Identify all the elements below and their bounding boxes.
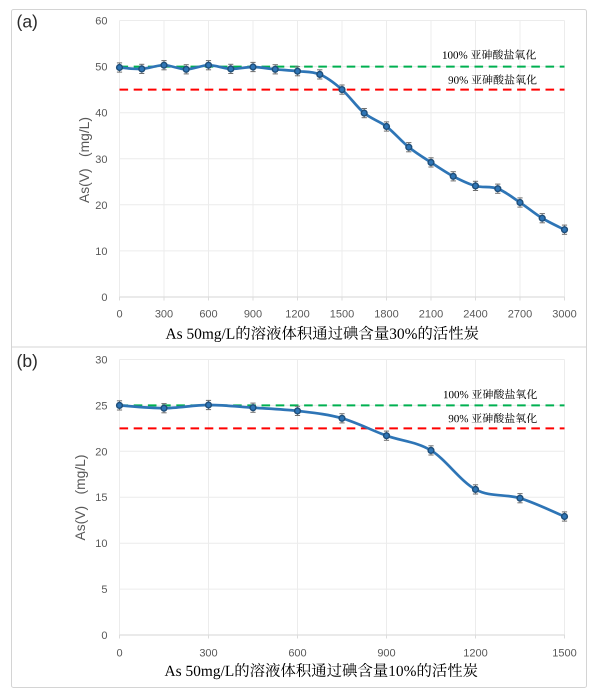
svg-text:20: 20 <box>95 200 107 212</box>
svg-text:15: 15 <box>95 492 107 504</box>
svg-text:0: 0 <box>116 648 122 660</box>
svg-text:900: 900 <box>244 309 262 321</box>
svg-text:30: 30 <box>95 355 107 367</box>
svg-text:5: 5 <box>101 584 107 596</box>
svg-text:30: 30 <box>95 154 107 166</box>
svg-text:As(V) (mg/L): As(V) (mg/L) <box>77 117 92 203</box>
svg-text:60: 60 <box>95 16 107 28</box>
svg-text:1200: 1200 <box>463 648 487 660</box>
svg-text:0: 0 <box>116 309 122 321</box>
svg-text:1800: 1800 <box>374 309 398 321</box>
svg-text:300: 300 <box>199 648 217 660</box>
svg-text:600: 600 <box>288 648 306 660</box>
svg-text:2700: 2700 <box>508 309 532 321</box>
svg-text:(a): (a) <box>17 12 38 32</box>
svg-text:10: 10 <box>95 246 107 258</box>
svg-text:(b): (b) <box>17 351 38 371</box>
svg-text:0: 0 <box>101 292 107 304</box>
svg-text:1500: 1500 <box>552 648 576 660</box>
svg-text:1500: 1500 <box>330 309 354 321</box>
svg-text:20: 20 <box>95 446 107 458</box>
svg-text:40: 40 <box>95 108 107 120</box>
svg-text:25: 25 <box>95 400 107 412</box>
svg-text:2100: 2100 <box>419 309 443 321</box>
svg-text:900: 900 <box>377 648 395 660</box>
svg-text:600: 600 <box>199 309 217 321</box>
svg-text:1200: 1200 <box>285 309 309 321</box>
svg-text:0: 0 <box>101 630 107 642</box>
svg-text:300: 300 <box>155 309 173 321</box>
svg-text:As(V) (mg/L): As(V) (mg/L) <box>73 455 88 541</box>
svg-text:10: 10 <box>95 538 107 550</box>
svg-text:50: 50 <box>95 62 107 74</box>
svg-text:2400: 2400 <box>463 309 487 321</box>
svg-text:3000: 3000 <box>552 309 576 321</box>
